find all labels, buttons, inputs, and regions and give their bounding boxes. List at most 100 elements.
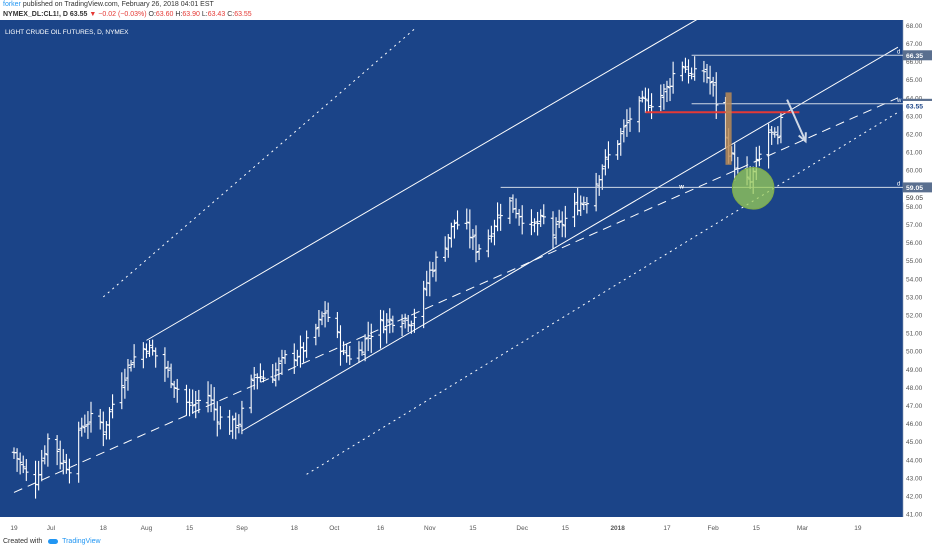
- ohlc-bar: [362, 334, 368, 362]
- y-tick-label: 50.00: [906, 349, 923, 356]
- x-tick-label: 18: [100, 525, 108, 532]
- highlight-box: [725, 92, 732, 165]
- ohlc-bar: [384, 313, 389, 344]
- symbol-info: NYMEX_DL:CL1!, D 63.55 ▼ −0.02 (−0.03%) …: [3, 11, 252, 18]
- ohlc-high-label: H:: [175, 11, 183, 18]
- ohlc-bar: [190, 389, 195, 414]
- price-chart[interactable]: LIGHT CRUDE OIL FUTURES, D, NYMEX d w d w 4…: [0, 20, 932, 536]
- ohlc-bar: [683, 57, 688, 73]
- chart-title: LIGHT CRUDE OIL FUTURES, D, NYMEX: [5, 29, 129, 36]
- ohlc-bar: [141, 342, 146, 369]
- ohlc-bar: [658, 84, 663, 112]
- ohlc-bar: [643, 87, 648, 113]
- ohlc-bar: [550, 211, 556, 249]
- ohlc-bar: [341, 341, 346, 356]
- ohlc-bar: [252, 366, 257, 390]
- ohlc-bar: [640, 90, 645, 103]
- down-triangle-icon: ▼: [89, 11, 97, 18]
- ohlc-bar: [433, 251, 439, 282]
- ohlc-bar: [239, 400, 245, 435]
- ohlc-bar: [304, 330, 309, 358]
- ohlc-bar: [766, 123, 771, 169]
- ohlc-bar: [464, 208, 469, 230]
- ohlc-bar: [486, 229, 491, 258]
- y-tick-label: 43.00: [906, 475, 923, 482]
- ohlc-bar: [88, 401, 94, 433]
- level-tag-2: d: [897, 181, 900, 187]
- y-tick-label: 66.00: [906, 59, 923, 66]
- ohlc-bar: [131, 344, 137, 368]
- ohlc-bar: [82, 414, 88, 433]
- y-tick-label: 61.00: [906, 150, 923, 157]
- ohlc-bar: [45, 433, 51, 467]
- ohlc-bar: [236, 414, 242, 434]
- ohlc-close-value: 63.55: [234, 11, 252, 18]
- ohlc-bar: [600, 164, 605, 190]
- ohlc-bar: [366, 321, 371, 352]
- price-axis-labels: 41.00 42.00 43.00 44.00 45.00 46.00 47.00 48.00…: [903, 23, 932, 519]
- ohlc-bar: [399, 314, 405, 337]
- ohlc-bar: [270, 364, 275, 384]
- ohlc-bar: [664, 80, 670, 103]
- ohlc-open: O:63.60: [149, 11, 174, 18]
- ohlc-bar: [319, 311, 325, 326]
- ohlc-bar: [710, 76, 716, 97]
- ohlc-bar: [769, 126, 774, 145]
- y-tick-label: 44.00: [906, 457, 923, 464]
- ohlc-low-label: L:: [201, 11, 208, 18]
- ohlc-bar: [637, 96, 642, 133]
- x-tick-label: Jul: [47, 525, 56, 532]
- ohlc-bar: [772, 127, 777, 138]
- ohlc-bar: [707, 65, 713, 95]
- ohlc-bar: [618, 127, 623, 156]
- ohlc-bar: [85, 411, 91, 439]
- y-tick-label: 42.00: [906, 494, 923, 501]
- price-label-2: 63.55: [903, 100, 932, 111]
- ohlc-bar: [175, 378, 180, 403]
- tradingview-cloud-icon: [48, 538, 59, 544]
- ohlc-bar: [347, 345, 352, 365]
- y-tick-label: 54.00: [906, 276, 923, 283]
- channel-lines: [13, 20, 899, 493]
- ohlc-bar: [735, 156, 740, 174]
- ohlc-bar: [409, 320, 414, 334]
- channel-line-4: [102, 28, 415, 298]
- ohlc-bar: [162, 347, 168, 382]
- ohlc-bar: [584, 197, 590, 214]
- ohlc-bar: [402, 313, 408, 329]
- x-tick-label: 17: [663, 525, 671, 532]
- ohlc-bar: [680, 61, 685, 82]
- x-tick-label: Mar: [797, 525, 809, 532]
- ohlc-bar: [196, 389, 201, 414]
- footer: Created with TradingView: [0, 536, 932, 550]
- price-label-3: 59.05: [903, 182, 932, 193]
- ohlc-bar: [212, 387, 217, 421]
- ohlc-bar: [338, 325, 343, 366]
- ohlc-low-value: 63.43: [207, 11, 226, 18]
- ohlc-bar: [446, 233, 451, 258]
- time-axis[interactable]: [0, 517, 903, 536]
- ohlc-bar: [165, 360, 171, 378]
- author-link[interactable]: forker: [3, 1, 21, 8]
- ohlc-bar: [421, 280, 426, 329]
- x-tick-label: Oct: [329, 525, 339, 532]
- tradingview-logo-text[interactable]: TradingView: [62, 538, 101, 545]
- ohlc-bar: [646, 88, 651, 113]
- ohlc-bar: [649, 93, 654, 120]
- x-tick-label: Sep: [236, 525, 248, 532]
- ohlc-bar: [701, 60, 707, 83]
- ohlc-bar: [541, 204, 546, 225]
- ohlc-bar: [119, 372, 124, 410]
- x-tick-label: 16: [377, 525, 385, 532]
- x-tick-label: Aug: [141, 525, 153, 532]
- x-tick-label: Nov: [424, 525, 436, 532]
- ohlc-bar: [378, 309, 383, 349]
- ohlc-bar: [301, 342, 306, 363]
- channel-line-3: [306, 111, 899, 475]
- ohlc-bar: [193, 390, 198, 419]
- ohlc-bar: [381, 310, 386, 334]
- ohlc-bar: [17, 452, 23, 475]
- level-tag-0: d: [897, 49, 900, 55]
- ohlc-bar: [39, 449, 44, 482]
- publish-info: forker published on TradingView.com, Feb…: [3, 1, 214, 8]
